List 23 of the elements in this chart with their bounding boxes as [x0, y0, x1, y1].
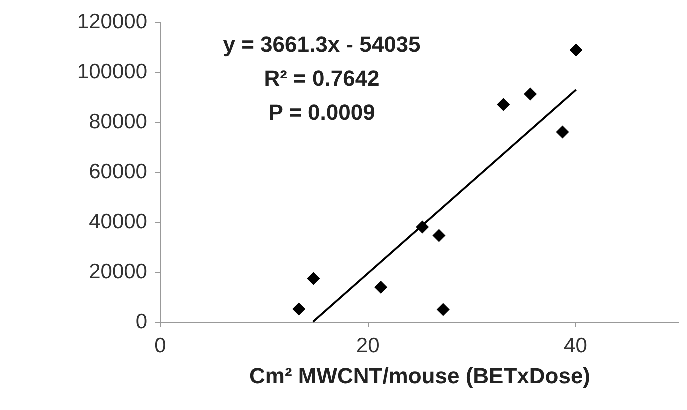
point	[432, 229, 446, 242]
y-tick-label: 40000	[89, 210, 148, 234]
point	[374, 280, 388, 294]
y-tick-label: 20000	[89, 260, 148, 284]
point	[524, 88, 538, 101]
point	[497, 98, 510, 112]
annotation: P = 0.0009	[268, 100, 376, 125]
y-tick-label: 120000	[77, 10, 148, 34]
point	[556, 126, 570, 139]
x-axis-title: Cm² MWCNT/mouse (BETxDose)	[249, 364, 591, 388]
x-tick-label: 0	[154, 334, 166, 358]
y-tick-label: 80000	[89, 110, 148, 134]
y-tick-label: 100000	[77, 60, 148, 84]
point	[307, 272, 320, 286]
annotation: R² = 0.7642	[264, 66, 380, 91]
x-tick-label: 20	[356, 334, 380, 358]
y-tick-label: 0	[136, 310, 148, 334]
y-tick-label: 60000	[89, 160, 148, 184]
x-tick-label: 40	[564, 334, 588, 358]
point	[436, 303, 450, 316]
point	[570, 44, 583, 57]
point	[292, 302, 306, 316]
annotation: y = 3661.3x - 54035	[223, 32, 421, 57]
